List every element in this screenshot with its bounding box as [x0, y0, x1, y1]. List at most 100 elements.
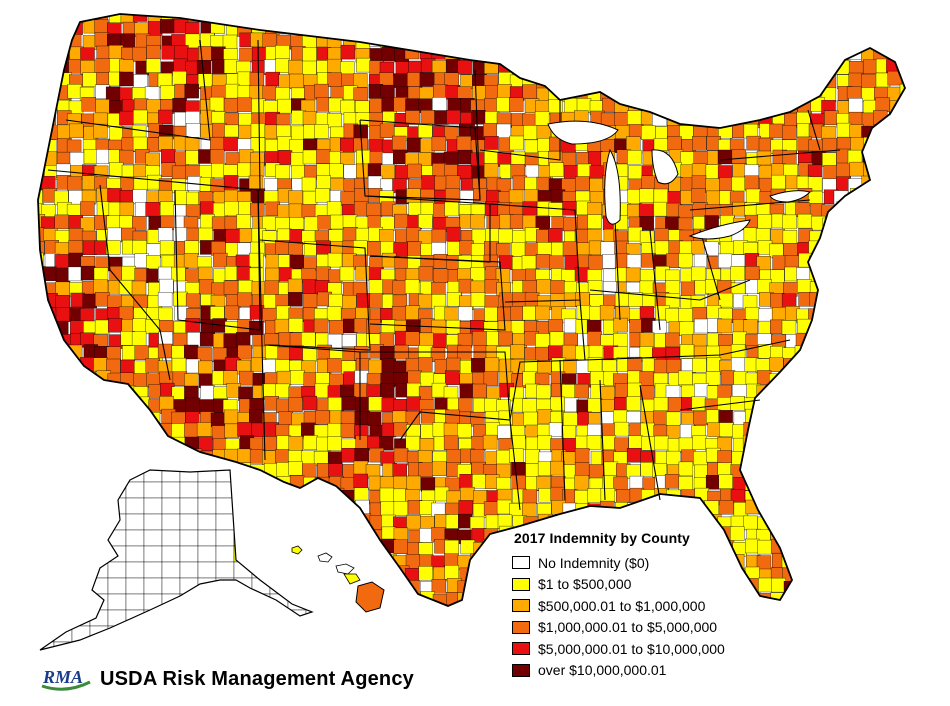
county-cell — [847, 579, 862, 595]
county-cell — [655, 503, 670, 518]
county-cell — [239, 593, 255, 606]
county-cell — [810, 425, 825, 440]
county-cell — [275, 567, 290, 582]
county-cell — [304, 579, 319, 595]
alaska-borough-cell — [197, 561, 217, 579]
county-cell — [408, 22, 424, 37]
county-cell — [43, 460, 58, 476]
county-cell — [521, 14, 537, 22]
county-cell — [577, 163, 592, 179]
county-cell — [445, 175, 461, 190]
county-cell — [237, 515, 253, 530]
county-cell — [288, 14, 304, 21]
county-cell — [391, 605, 407, 606]
county-cell — [665, 308, 680, 323]
county-cell — [38, 527, 43, 542]
county-cell — [69, 123, 84, 139]
county-cell — [629, 20, 644, 35]
legend-swatch — [512, 599, 530, 613]
alaska-borough-cell — [71, 561, 91, 579]
county-cell — [94, 449, 110, 464]
county-cell — [886, 229, 902, 244]
county-cell — [314, 565, 329, 580]
county-cell — [614, 437, 629, 452]
county-cell — [420, 477, 436, 492]
county-cell — [785, 411, 800, 427]
county-cell — [290, 565, 306, 581]
county-cell — [457, 592, 472, 606]
county-cell — [785, 382, 800, 398]
county-cell — [381, 358, 396, 373]
county-cell — [627, 110, 642, 125]
map-legend: 2017 Indemnity by County No Indemnity ($… — [512, 530, 772, 681]
county-cell — [876, 360, 891, 375]
county-cell — [314, 501, 329, 517]
county-cell — [237, 608, 251, 622]
county-cell — [419, 620, 433, 634]
county-cell — [160, 437, 175, 453]
county-cell — [900, 514, 905, 529]
county-cell — [732, 83, 747, 99]
county-cell — [564, 46, 579, 62]
county-cell — [795, 474, 811, 490]
county-cell — [782, 372, 797, 387]
county-cell — [561, 425, 577, 440]
county-cell — [733, 61, 748, 76]
county-cell — [420, 188, 435, 204]
county-cell — [706, 409, 721, 424]
county-cell — [876, 383, 891, 398]
county-cell — [889, 306, 904, 322]
county-cell — [393, 539, 408, 554]
legend-items: No Indemnity ($0) $1 to $500,000 $500,000.… — [512, 552, 772, 681]
county-cell — [888, 279, 904, 294]
county-cell — [340, 61, 355, 76]
county-cell — [824, 529, 839, 544]
alaska-borough-cell — [89, 529, 109, 547]
county-cell — [69, 542, 84, 557]
county-cell — [743, 319, 758, 334]
county-cell — [625, 267, 641, 283]
county-cell — [628, 124, 644, 139]
county-cell — [614, 291, 630, 307]
county-cell — [834, 371, 849, 387]
county-cell — [291, 552, 306, 567]
county-cell — [783, 541, 798, 556]
county-cell — [743, 98, 758, 113]
county-cell — [146, 58, 161, 73]
county-cell — [393, 422, 409, 437]
county-cell — [548, 319, 563, 334]
county-cell — [445, 619, 459, 633]
county-cell — [239, 370, 254, 386]
alaska-borough-cell — [107, 577, 127, 595]
county-cell — [653, 397, 669, 412]
county-cell — [288, 190, 303, 205]
county-cell — [641, 125, 656, 140]
alaska-borough-cell — [215, 561, 235, 579]
county-cell — [353, 87, 368, 102]
county-cell — [301, 204, 317, 219]
county-cell — [379, 229, 394, 244]
county-cell — [836, 358, 851, 373]
county-cell — [587, 398, 603, 413]
county-cell — [600, 488, 616, 503]
county-cell — [551, 357, 566, 373]
county-cell — [69, 501, 84, 516]
county-cell — [288, 461, 303, 476]
county-cell — [759, 425, 774, 441]
county-cell — [81, 448, 96, 463]
alaska-borough-cell — [269, 641, 289, 650]
county-cell — [341, 396, 356, 411]
county-cell — [887, 463, 902, 479]
alaska-borough-cell — [233, 545, 253, 563]
county-cell — [444, 306, 459, 322]
alaska-borough-cell — [107, 481, 127, 499]
county-cell — [875, 175, 890, 190]
county-cell — [743, 59, 759, 74]
county-cell — [392, 135, 407, 151]
county-cell — [537, 58, 553, 73]
alaska-borough-cell — [125, 561, 145, 579]
county-cell — [616, 58, 632, 73]
county-cell — [56, 540, 71, 556]
county-cell — [808, 61, 823, 76]
county-cell — [483, 554, 499, 569]
